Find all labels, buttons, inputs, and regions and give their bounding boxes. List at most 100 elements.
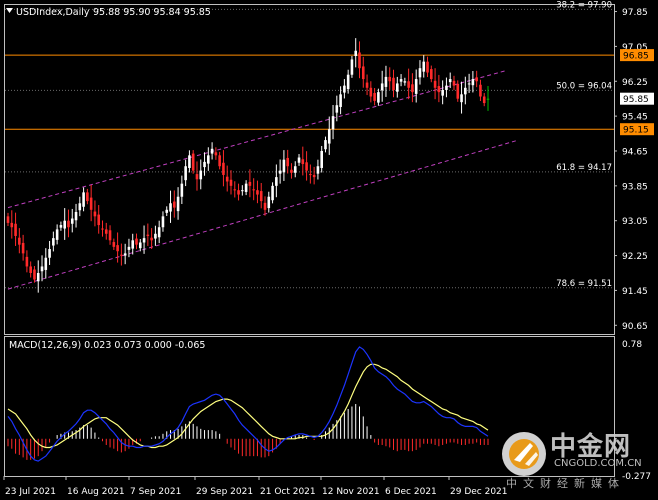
ohlc-label: 95.88 95.90 95.84 95.85: [93, 7, 211, 18]
candle-body: [301, 159, 305, 165]
candle-body: [116, 245, 119, 252]
candle-body: [479, 84, 482, 97]
candle-body: [59, 225, 63, 228]
candle-body: [112, 242, 116, 247]
support-tag-text: 95.15: [623, 126, 649, 136]
candle-body: [384, 76, 388, 87]
candle-body: [150, 237, 153, 241]
candle-body: [286, 157, 289, 167]
candle-body: [176, 196, 180, 212]
macd-axis: 0.78 -0.277: [622, 340, 651, 482]
candle-body: [354, 50, 358, 56]
candle-body: [67, 220, 70, 228]
candle-body: [142, 238, 146, 243]
macd-tick-top: 0.78: [622, 340, 642, 350]
candle-body: [275, 177, 278, 186]
time-axis: 23 Jul 2021 16 Aug 2021 7 Sep 2021 29 Sep 2…: [3, 476, 508, 497]
watermark-url: CNGOLD.COM.CN: [554, 458, 642, 469]
candle-body: [395, 83, 399, 92]
y-tick-label: 93.05: [622, 217, 648, 227]
x-tick-label: 7 Sep 2021: [130, 487, 181, 497]
fib-label: 50.0 = 96.04: [556, 81, 612, 91]
current-price-tag-text: 95.85: [623, 95, 649, 105]
candle-body: [411, 84, 414, 93]
x-tick-label: 29 Sep 2021: [196, 487, 253, 497]
candle-body: [154, 233, 157, 239]
candle-body: [184, 166, 187, 181]
candle-body: [297, 157, 301, 163]
candle-body: [93, 211, 97, 217]
macd-tick-bottom: -0.277: [622, 472, 651, 482]
candle-body: [225, 176, 229, 182]
candle-body: [278, 170, 282, 174]
price-tags: 96.85 95.85 95.15: [620, 49, 654, 136]
y-tick-label: 91.45: [622, 287, 648, 297]
candle-body: [108, 230, 112, 241]
candle-body: [123, 253, 127, 256]
y-tick-label: 97.05: [622, 43, 648, 53]
candle-body: [312, 174, 316, 178]
fib-label: 78.6 = 91.51: [556, 279, 612, 289]
candle-body: [86, 192, 89, 202]
candle-body: [365, 82, 369, 88]
candle-body: [369, 87, 373, 97]
candle-body: [180, 183, 184, 197]
candle-body: [21, 242, 25, 254]
candle-body: [422, 61, 426, 72]
candle-body: [256, 190, 259, 195]
candle-body: [309, 174, 312, 176]
candle-body: [267, 196, 271, 209]
candle-body: [358, 52, 361, 69]
candle-body: [327, 129, 331, 144]
candle-body: [40, 266, 44, 272]
candle-body: [157, 227, 161, 238]
candle-body: [101, 228, 104, 230]
candle-body: [437, 86, 441, 93]
candle-body: [82, 192, 85, 207]
candle-body: [52, 238, 55, 246]
x-tick-label: 29 Dec 2021: [450, 487, 508, 497]
candle-body: [120, 254, 123, 256]
chart-menu-icon[interactable]: [6, 8, 13, 13]
candle-body: [305, 162, 308, 171]
fib-label: 38.2 = 97.90: [556, 0, 612, 10]
candle-body: [127, 246, 131, 250]
candle-body: [467, 83, 471, 85]
candle-body: [486, 98, 490, 100]
candle-body: [475, 77, 478, 82]
candle-body: [222, 162, 225, 175]
candle-body: [418, 68, 422, 78]
macd-histogram: [7, 404, 489, 460]
candle-body: [373, 93, 376, 101]
candle-body: [426, 61, 429, 73]
candle-body: [290, 169, 293, 173]
candle-body: [131, 240, 135, 249]
candle-body: [244, 183, 248, 192]
candle-body: [263, 202, 267, 210]
channel-line-upper: [7, 69, 508, 209]
candle-body: [460, 94, 463, 103]
macd-pane-frame: [4, 336, 615, 477]
resistance-tag-box: [620, 49, 654, 62]
candle-body: [18, 237, 21, 245]
x-tick-label: 21 Oct 2021: [260, 487, 316, 497]
macd-label: MACD(12,26,9) 0.023 0.073 0.000 -0.065: [9, 340, 205, 351]
candle-body: [89, 197, 93, 210]
fib-label: 61.8 = 94.17: [556, 163, 612, 173]
y-tick-label: 94.65: [622, 147, 648, 157]
candle-body: [464, 87, 467, 95]
candle-body: [33, 269, 36, 280]
candle-body: [320, 150, 324, 168]
candle-body: [252, 189, 255, 191]
candle-body: [248, 181, 252, 186]
candle-body: [456, 83, 460, 99]
candle-body: [482, 96, 486, 104]
support-tag-box: [620, 123, 654, 136]
candle-body: [6, 216, 10, 223]
candle-body: [445, 85, 448, 90]
candle-body: [430, 69, 433, 80]
candle-body: [399, 79, 403, 82]
candle-body: [48, 249, 51, 258]
horizontal-lines: [5, 54, 614, 130]
